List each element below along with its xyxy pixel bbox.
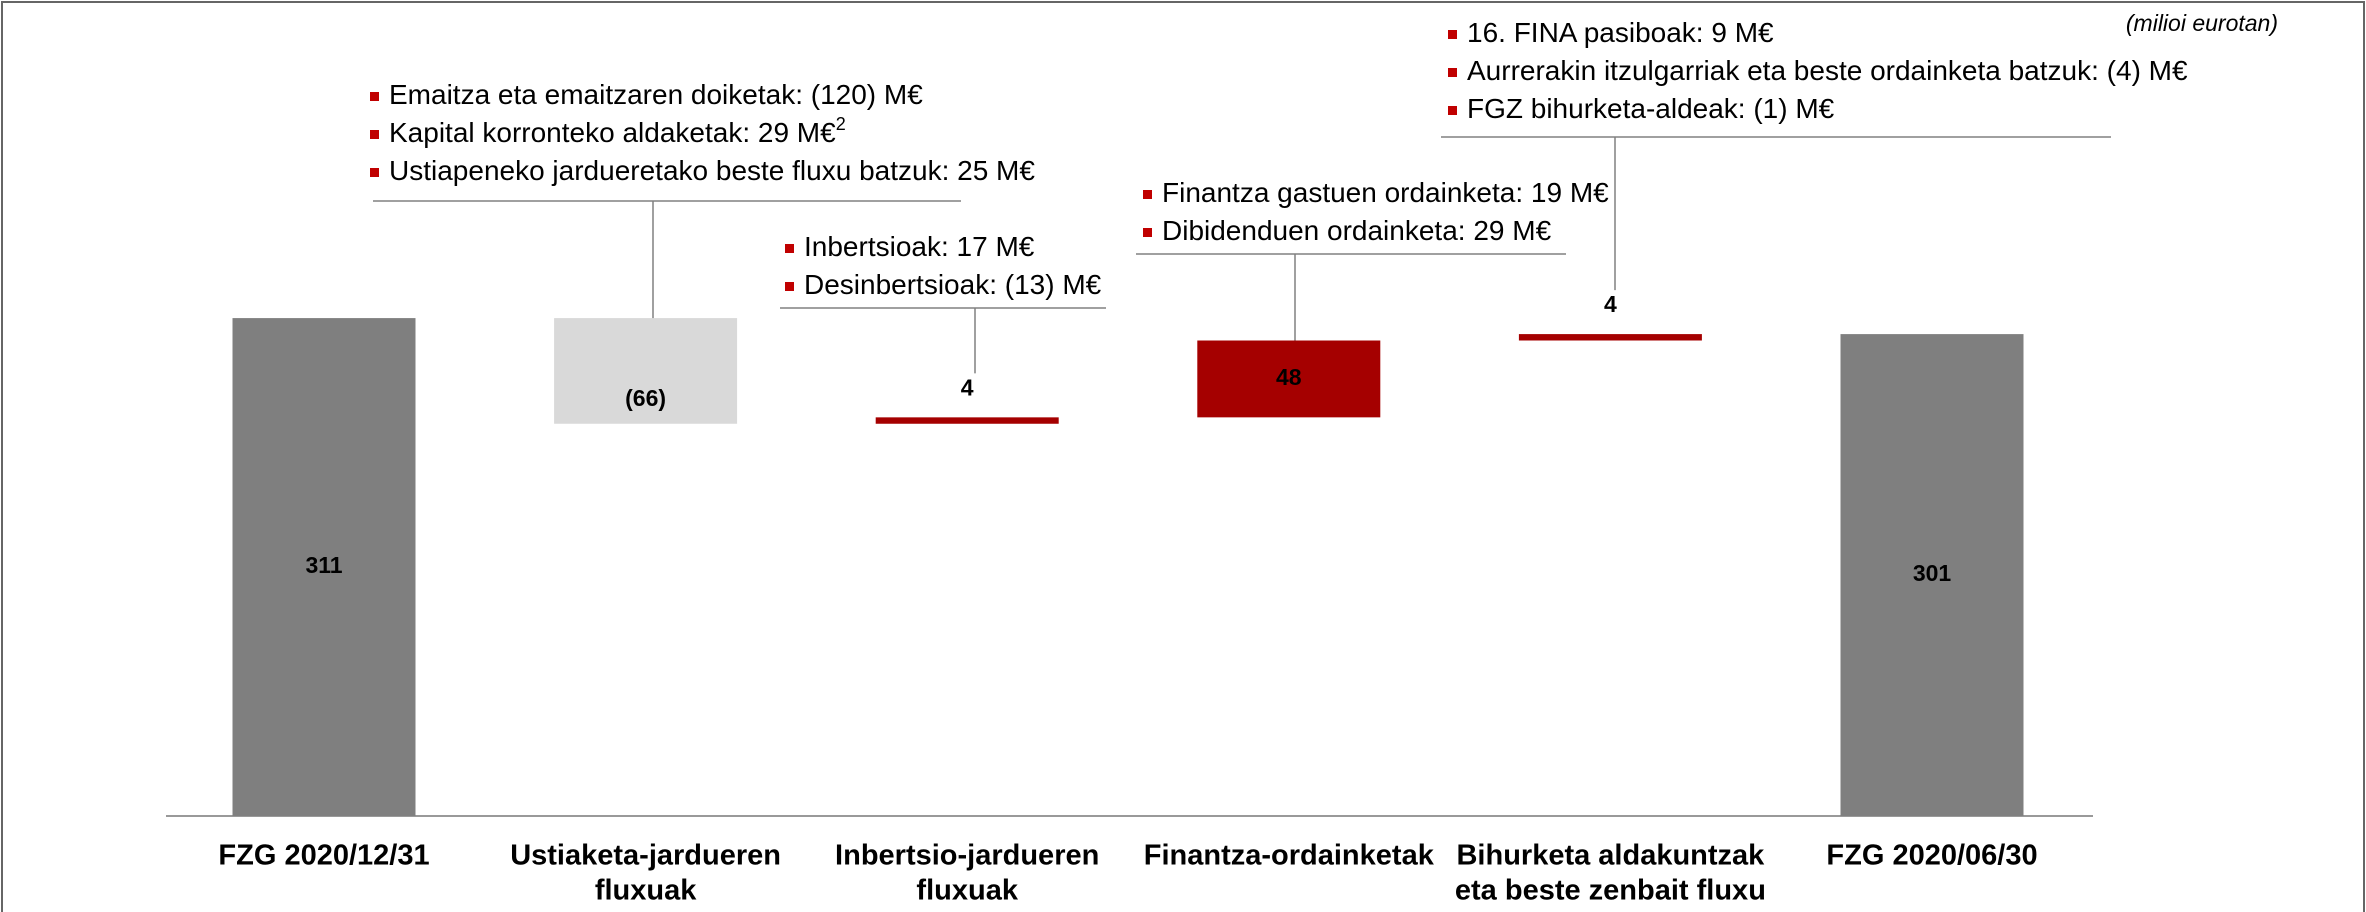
- bar: [1518, 334, 1702, 341]
- bar: [1840, 334, 2024, 816]
- annotation-text: 16. FINA pasiboak: 9 M€: [1467, 17, 1774, 48]
- chart-subtitle: (milioi eurotan): [2126, 10, 2278, 36]
- x-tick-label: fluxuak: [595, 875, 697, 907]
- bar: [554, 318, 738, 424]
- annotation: FGZ bihurketa-aldeak: (1) M€: [1467, 93, 1835, 124]
- annotation-text: Dibidenduen ordainketa: 29 M€: [1162, 215, 1552, 246]
- bullet: [1143, 190, 1152, 199]
- annotation-text: Emaitza eta emaitzaren doiketak: (120) M…: [389, 79, 923, 110]
- bullet: [1448, 30, 1457, 39]
- x-tick-label: eta beste zenbait fluxu: [1455, 875, 1766, 907]
- annotation: Aurrerakin itzulgarriak eta beste ordain…: [1467, 55, 2188, 86]
- x-tick-label: Finantza-ordainketak: [1144, 840, 1435, 872]
- bar: [875, 417, 1059, 424]
- annotation: Inbertsioak: 17 M€: [804, 231, 1035, 262]
- annotation-text: FGZ bihurketa-aldeak: (1) M€: [1467, 93, 1835, 124]
- annotation: Ustiapeneko jardueretako beste fluxu bat…: [389, 155, 1035, 186]
- bullet: [1143, 228, 1152, 237]
- bar: [1197, 340, 1381, 418]
- bullet: [370, 92, 379, 101]
- value-label: 311: [305, 552, 342, 578]
- x-tick-label: Ustiaketa-jardueren: [510, 840, 781, 872]
- bullet: [1448, 106, 1457, 115]
- annotation-text: Finantza gastuen ordainketa: 19 M€: [1162, 177, 1609, 208]
- x-tick-label: Inbertsio-jardueren: [835, 840, 1099, 872]
- annotation: Dibidenduen ordainketa: 29 M€: [1162, 215, 1552, 246]
- bullet: [785, 244, 794, 253]
- annotation: Emaitza eta emaitzaren doiketak: (120) M…: [389, 79, 923, 110]
- value-label: 4: [961, 374, 974, 400]
- annotation-text: Kapital korronteko aldaketak: 29 M€: [389, 117, 836, 148]
- value-label: 301: [1913, 560, 1952, 586]
- x-tick-label: fluxuak: [916, 875, 1018, 907]
- value-label: 48: [1276, 364, 1302, 390]
- annotation: 16. FINA pasiboak: 9 M€: [1467, 17, 1774, 48]
- value-label: 4: [1604, 291, 1617, 317]
- bullet: [370, 168, 379, 177]
- annotation: Desinbertsioak: (13) M€: [804, 269, 1102, 300]
- annotation-text: Inbertsioak: 17 M€: [804, 231, 1035, 262]
- annotation-text: Ustiapeneko jardueretako beste fluxu bat…: [389, 155, 1035, 186]
- bar: [232, 318, 416, 816]
- bullet: [1448, 68, 1457, 77]
- bullet: [785, 282, 794, 291]
- x-tick-label: Bihurketa aldakuntzak: [1456, 840, 1765, 872]
- annotation-sup: 2: [836, 114, 846, 134]
- bullet: [370, 130, 379, 139]
- annotation: Finantza gastuen ordainketa: 19 M€: [1162, 177, 1609, 208]
- annotation-text: Aurrerakin itzulgarriak eta beste ordain…: [1467, 55, 2188, 86]
- annotation: Kapital korronteko aldaketak: 29 M€2: [389, 114, 846, 149]
- annotation-text: Desinbertsioak: (13) M€: [804, 269, 1102, 300]
- x-tick-label: FZG 2020/06/30: [1826, 840, 2037, 872]
- value-label: (66): [625, 385, 666, 411]
- x-tick-label: FZG 2020/12/31: [218, 840, 429, 872]
